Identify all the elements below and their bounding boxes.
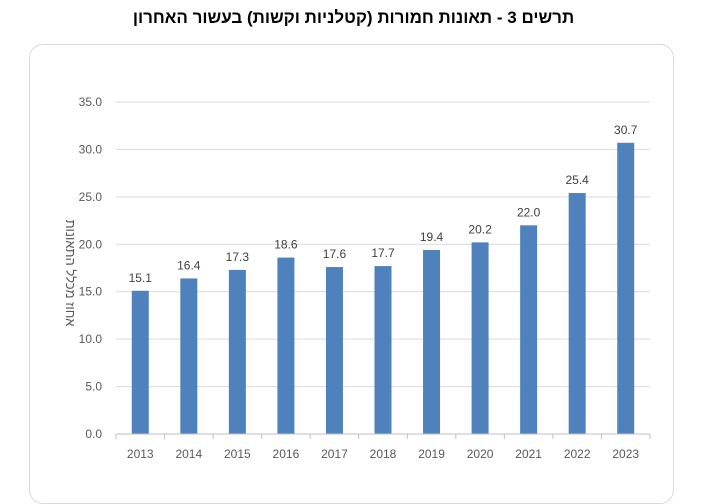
data-label: 17.3: [226, 250, 250, 264]
y-tick-label: 0.0: [85, 427, 102, 441]
data-label: 16.4: [177, 258, 201, 272]
x-tick-label: 2022: [564, 447, 591, 461]
x-tick-label: 2021: [515, 447, 542, 461]
y-axis-ticks: 0.0 5.0 10.0 15.0 20.0 25.0 30.0 35.0: [79, 95, 103, 441]
y-axis-label: אחוז מכלל התאונות: [63, 220, 78, 327]
x-tick-label: 2019: [418, 447, 445, 461]
y-tick-label: 5.0: [85, 380, 102, 394]
y-tick-label: 30.0: [79, 142, 103, 156]
data-label: 18.6: [274, 238, 298, 252]
data-label: 19.4: [420, 230, 444, 244]
bar-2017: [325, 267, 343, 434]
data-labels: 15.1 16.4 17.3 18.6 17.6 17.7 19.4 20.2 22.0 25.4…: [129, 123, 638, 285]
bars: [115, 142, 651, 439]
data-label: 20.2: [468, 222, 492, 236]
x-tick-label: 2013: [127, 447, 154, 461]
data-label: 17.6: [323, 247, 347, 261]
bar-2020: [471, 242, 489, 434]
x-tick-label: 2020: [467, 447, 494, 461]
bar-2015: [228, 269, 246, 434]
data-label: 17.7: [371, 246, 395, 260]
x-axis-ticks: 2013 2014 2015 2016 2017 2018 2019 2020 2021 2022…: [127, 447, 639, 461]
y-tick-label: 15.0: [79, 285, 103, 299]
x-tick-label: 2014: [175, 447, 202, 461]
y-tick-label: 10.0: [79, 332, 103, 346]
x-tick-label: 2023: [612, 447, 639, 461]
data-label: 30.7: [614, 123, 638, 137]
bar-2018: [374, 266, 392, 434]
y-tick-label: 35.0: [79, 95, 103, 109]
chart-title: תרשים 3 - תאונות חמורות (קטלניות וקשות) …: [132, 8, 575, 27]
y-tick-label: 20.0: [79, 237, 103, 251]
x-tick-label: 2018: [370, 447, 397, 461]
data-label: 25.4: [566, 173, 590, 187]
x-tick-label: 2015: [224, 447, 251, 461]
bar-2021: [520, 225, 538, 434]
bar-2016: [277, 257, 295, 434]
bar-2013: [131, 290, 149, 434]
bar-chart: 0.05.010.015.020.025.030.035.0 15.116.41…: [63, 95, 651, 461]
bar-2019: [423, 249, 441, 434]
data-label: 22.0: [517, 205, 541, 219]
bar-2023: [617, 142, 635, 434]
x-tick-label: 2016: [273, 447, 300, 461]
bar-2022: [568, 193, 586, 434]
y-tick-label: 25.0: [79, 190, 103, 204]
bar-2014: [180, 278, 198, 434]
data-label: 15.1: [129, 271, 153, 285]
x-tick-label: 2017: [321, 447, 348, 461]
